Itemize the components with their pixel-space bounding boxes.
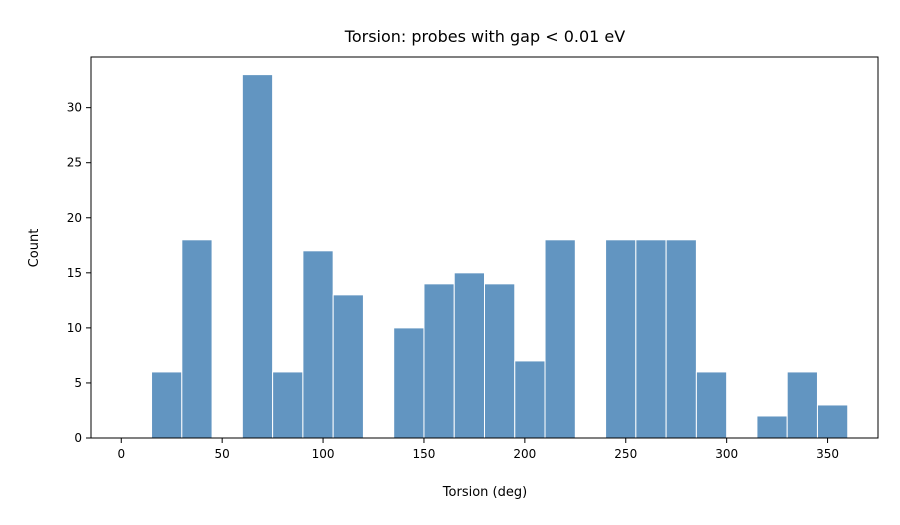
plot-frame	[90, 56, 879, 439]
histogram-bar	[453, 272, 486, 439]
y-tick-label: 30	[67, 101, 82, 115]
y-axis-label: Count	[27, 229, 42, 268]
histogram-bar	[544, 239, 576, 439]
histogram-bar	[786, 371, 818, 439]
x-tick-label: 0	[117, 447, 125, 461]
x-tick-label: 250	[614, 447, 637, 461]
histogram-bar	[181, 239, 213, 439]
histogram-bar	[484, 283, 516, 439]
x-axis-ticks: 0 50 100 150 200 250 300 350	[117, 438, 839, 461]
histogram-bar	[695, 371, 728, 439]
histogram-bar	[393, 327, 425, 439]
histogram-bar	[635, 239, 667, 439]
x-tick-label: 150	[413, 447, 436, 461]
histogram-bar	[302, 250, 334, 439]
y-tick-label: 5	[74, 376, 82, 390]
x-tick-label: 300	[715, 447, 738, 461]
x-tick-label: 100	[312, 447, 335, 461]
histogram-bar	[816, 404, 849, 439]
y-tick-label: 15	[67, 266, 82, 280]
histogram-bar	[272, 371, 304, 439]
y-tick-label: 25	[67, 156, 82, 170]
y-tick-label: 20	[67, 211, 82, 225]
histogram-bar	[151, 371, 183, 439]
histogram-bar	[665, 239, 697, 439]
histogram-bar	[756, 415, 788, 439]
y-tick-label: 0	[74, 431, 82, 445]
histogram-bar	[332, 294, 364, 439]
y-axis-ticks: 0 5 10 15 20 25 30	[67, 101, 91, 445]
bars	[151, 74, 849, 439]
histogram-bar	[514, 360, 546, 439]
histogram-bar	[241, 74, 274, 439]
histogram-bar	[423, 283, 455, 439]
y-tick-label: 10	[67, 321, 82, 335]
histogram-bar	[605, 239, 637, 439]
chart-title: Torsion: probes with gap < 0.01 eV	[344, 27, 625, 46]
x-tick-label: 350	[816, 447, 839, 461]
x-axis-label: Torsion (deg)	[442, 485, 527, 500]
x-tick-label: 200	[513, 447, 536, 461]
x-tick-label: 50	[215, 447, 230, 461]
